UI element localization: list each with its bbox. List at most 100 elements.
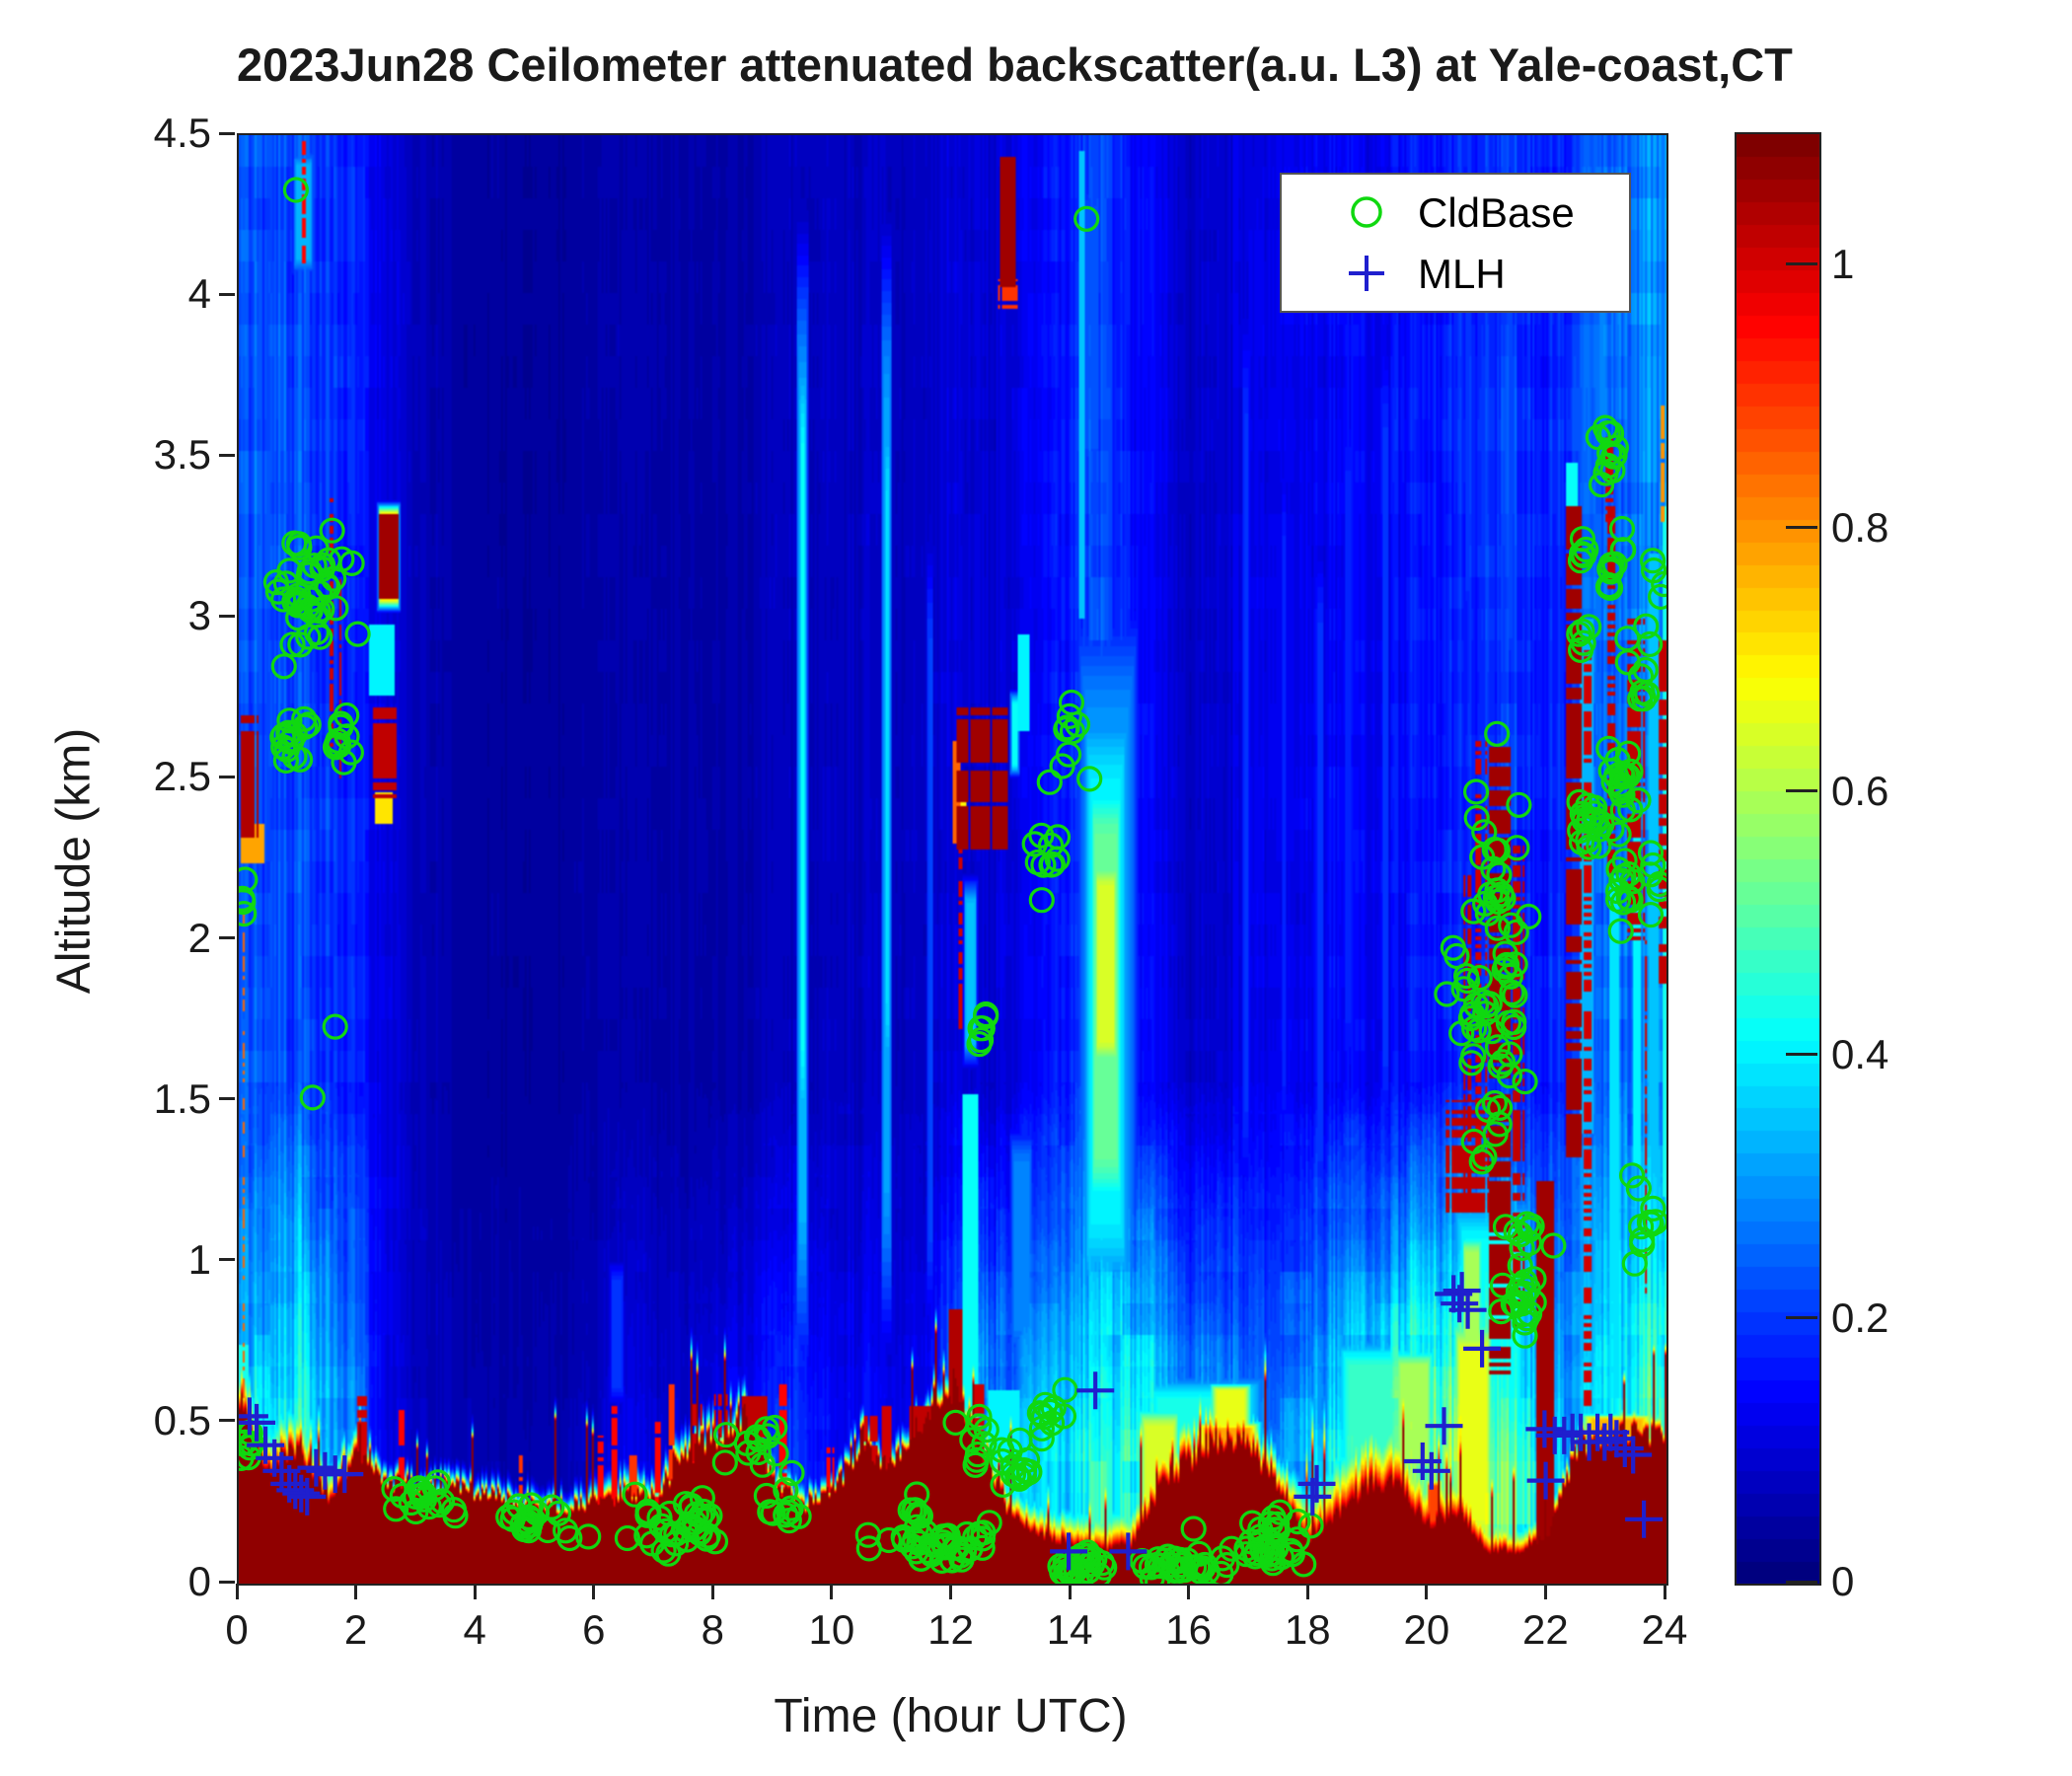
cldbase-marker: [1079, 1551, 1106, 1578]
cldbase-marker: [403, 1498, 429, 1525]
cldbase-marker: [426, 1491, 453, 1518]
cldbase-marker: [1258, 1529, 1286, 1556]
cldbase-marker: [272, 747, 300, 775]
cldbase-marker: [295, 624, 322, 650]
legend-label-cldbase: CldBase: [1418, 189, 1575, 236]
cldbase-marker: [854, 1521, 881, 1548]
cldbase-marker: [1028, 887, 1055, 914]
cldbase-marker: [1492, 953, 1519, 980]
x-tick-label: 16: [1165, 1606, 1213, 1653]
cldbase-marker: [1618, 1162, 1646, 1189]
cldbase-marker: [1039, 851, 1067, 878]
y-tick-label: 1: [187, 1235, 211, 1283]
cldbase-marker: [1480, 855, 1507, 882]
cldbase-marker: [239, 885, 256, 912]
cldbase-marker: [1498, 912, 1524, 938]
mlh-marker: [1545, 1416, 1584, 1454]
x-tick-label: 4: [463, 1606, 486, 1653]
cldbase-marker: [969, 1015, 996, 1042]
cldbase-marker: [711, 1449, 738, 1476]
colorbar-tick-mark: [1786, 262, 1817, 266]
y-tick-mark: [219, 614, 235, 618]
cldbase-marker: [1608, 515, 1636, 543]
cldbase-marker: [1481, 1089, 1509, 1117]
cldbase-marker: [1581, 800, 1607, 827]
cldbase-marker: [553, 1517, 579, 1544]
x-tick-label: 6: [582, 1606, 606, 1653]
mlh-marker: [1297, 1464, 1336, 1503]
x-axis-label: Time (hour UTC): [774, 1690, 1128, 1742]
cldbase-marker: [264, 578, 292, 605]
cldbase-marker: [1499, 979, 1525, 1006]
mlh-marker: [1109, 1532, 1147, 1571]
colorbar-tick-label: 0: [1831, 1558, 1855, 1604]
colorbar-tick-mark: [1786, 1580, 1817, 1584]
mlh-marker: [1425, 1407, 1463, 1445]
cldbase-marker: [1512, 1322, 1538, 1349]
cldbase-marker: [757, 1499, 783, 1525]
cldbase-marker: [1496, 1063, 1523, 1089]
cldbase-marker: [1637, 901, 1665, 928]
y-tick-label: 1.5: [153, 1074, 211, 1122]
mlh-marker: [1614, 1436, 1653, 1474]
cldbase-marker: [1596, 555, 1623, 582]
cldbase-marker: [1462, 778, 1490, 805]
x-tick-label: 8: [701, 1606, 724, 1653]
cldbase-marker: [1517, 1217, 1543, 1243]
cldbase-marker: [1492, 1214, 1519, 1240]
x-tick-label: 22: [1522, 1606, 1569, 1653]
legend-item-cldbase: CldBase: [1282, 182, 1629, 243]
mlh-marker: [1605, 1430, 1644, 1467]
cldbase-marker: [1484, 1034, 1512, 1061]
cldbase-marker: [239, 901, 258, 927]
cldbase-marker: [634, 1502, 661, 1528]
cldbase-marker: [1486, 1094, 1514, 1122]
x-tick-label: 18: [1284, 1606, 1331, 1653]
colorbar-tick-label: 0.4: [1831, 1030, 1889, 1077]
colorbar-tick-label: 0.6: [1831, 767, 1889, 814]
cldbase-marker: [383, 1496, 409, 1522]
cldbase-marker: [1575, 792, 1601, 819]
cldbase-marker: [1648, 583, 1666, 610]
colorbar-tick-mark: [1786, 789, 1817, 793]
cldbase-marker: [1627, 663, 1655, 690]
cldbase-marker: [1264, 1517, 1291, 1544]
y-tick-label: 3: [187, 592, 211, 639]
cldbase-marker: [890, 1523, 917, 1551]
cldbase-marker: [1472, 999, 1499, 1027]
cldbase-circle-icon: [1351, 196, 1382, 228]
x-tick-mark: [1543, 1584, 1547, 1599]
cldbase-marker: [934, 1524, 961, 1551]
x-tick-mark: [1305, 1584, 1309, 1599]
mlh-marker: [1625, 1500, 1664, 1538]
cldbase-marker: [270, 653, 297, 680]
cldbase-marker: [1633, 613, 1660, 639]
cldbase-marker: [1056, 703, 1083, 730]
cldbase-marker: [1030, 1403, 1058, 1431]
cldbase-marker: [901, 1526, 928, 1554]
cldbase-marker: [745, 1426, 773, 1453]
cldbase-marker: [307, 624, 333, 650]
cldbase-marker: [298, 586, 325, 613]
cldbase-marker: [1151, 1547, 1178, 1574]
cldbase-marker: [682, 1515, 708, 1542]
cldbase-marker: [1474, 900, 1502, 926]
cldbase-marker: [495, 1504, 522, 1530]
cldbase-marker: [918, 1539, 944, 1567]
legend-label-mlh: MLH: [1418, 251, 1506, 297]
x-tick-mark: [592, 1584, 596, 1599]
cldbase-marker: [313, 571, 340, 599]
cldbase-marker: [1625, 1175, 1653, 1202]
cldbase-marker: [1005, 1465, 1033, 1492]
cldbase-marker: [663, 1530, 690, 1557]
cldbase-marker: [1291, 1551, 1317, 1578]
cldbase-marker: [1598, 816, 1625, 843]
cldbase-marker: [1076, 766, 1103, 792]
cldbase-marker: [545, 1500, 572, 1527]
y-tick-label: 2.5: [153, 753, 211, 800]
x-tick-mark: [830, 1584, 834, 1599]
y-tick-label: 0.5: [153, 1396, 211, 1443]
cldbase-marker: [1470, 989, 1497, 1015]
y-tick-mark: [219, 775, 235, 778]
cldbase-marker: [286, 746, 314, 773]
